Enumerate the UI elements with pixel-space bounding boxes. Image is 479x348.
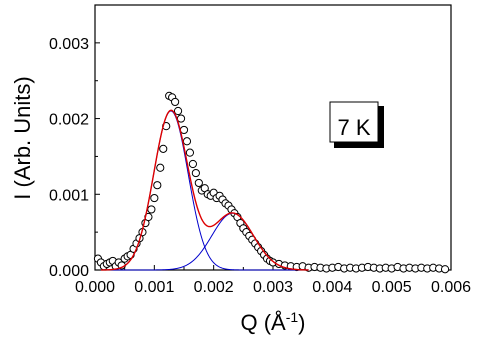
data-point bbox=[173, 106, 183, 116]
x-tick-label: 0.001 bbox=[134, 279, 174, 296]
y-tick-label: 0.003 bbox=[49, 36, 89, 53]
y-tick-label: 0.002 bbox=[49, 112, 89, 129]
annotation-box: 7 K bbox=[329, 101, 384, 148]
data-point bbox=[191, 168, 200, 178]
data-point bbox=[159, 144, 168, 153]
data-point bbox=[194, 178, 203, 188]
fit-sum-curve bbox=[100, 109, 309, 271]
x-tick-label: 0.003 bbox=[253, 279, 293, 296]
annotation-label: 7 K bbox=[337, 115, 370, 140]
y-tick-label: 0.001 bbox=[49, 187, 89, 204]
data-point bbox=[188, 159, 197, 169]
data-point bbox=[156, 163, 165, 172]
x-axis-title: Q (Å-1) bbox=[240, 309, 305, 335]
y-tick-label: 0.000 bbox=[49, 263, 89, 280]
data-point bbox=[176, 114, 186, 123]
x-tick-label: 0.004 bbox=[312, 279, 352, 296]
fit-curves bbox=[100, 109, 309, 271]
x-tick-labels: 0.000 0.001 0.002 0.003 0.004 0.005 0.006 bbox=[75, 279, 471, 296]
data-point bbox=[171, 97, 180, 107]
y-axis-title: I (Arb. Units) bbox=[10, 76, 35, 199]
data-point bbox=[147, 205, 156, 214]
x-tick-label: 0.005 bbox=[372, 279, 412, 296]
x-tick-label: 0.002 bbox=[194, 279, 234, 296]
x-tick-label: 0.000 bbox=[75, 279, 115, 296]
data-point bbox=[440, 265, 450, 274]
data-point bbox=[150, 193, 159, 203]
x-axis-title-prefix: Q (Å bbox=[240, 310, 286, 335]
axis-ticks bbox=[94, 42, 452, 271]
plot-frame bbox=[94, 4, 452, 271]
x-tick-label: 0.006 bbox=[431, 279, 471, 296]
data-point bbox=[153, 181, 162, 190]
y-tick-labels: 0.000 0.001 0.002 0.003 bbox=[49, 36, 89, 280]
data-point bbox=[185, 148, 195, 157]
x-axis-title-suffix: ) bbox=[298, 310, 305, 335]
data-points bbox=[93, 91, 450, 274]
data-point bbox=[182, 137, 192, 146]
x-axis-title-exponent: -1 bbox=[286, 309, 299, 325]
